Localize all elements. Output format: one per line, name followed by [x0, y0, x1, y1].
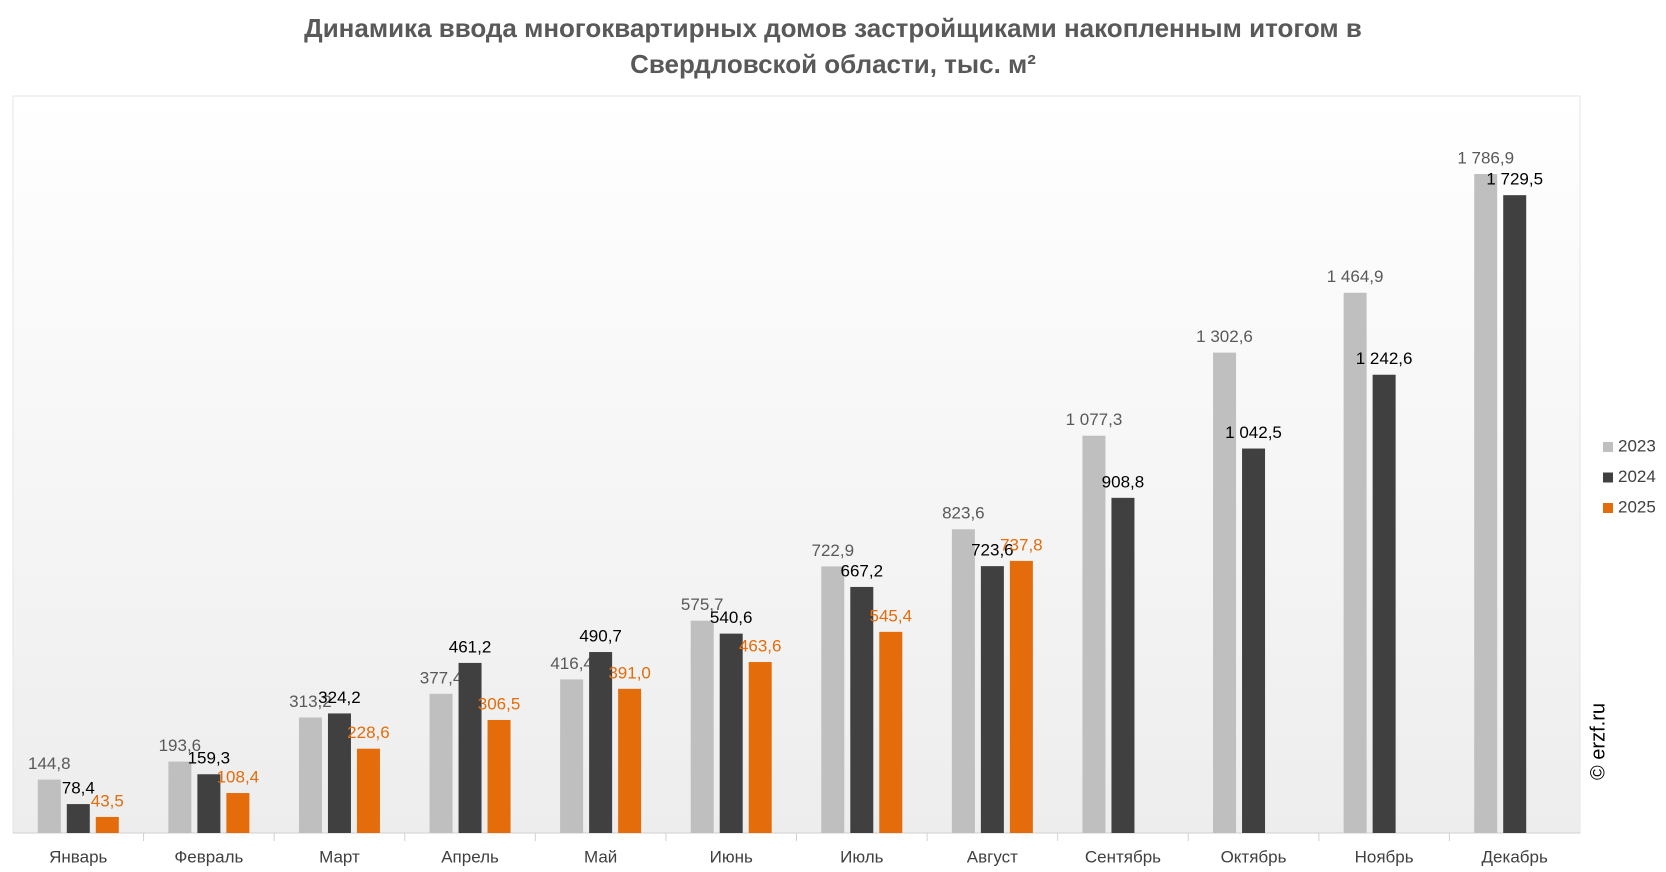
value-label: 391,0 [608, 663, 651, 682]
chart-title: Динамика ввода многоквартирных домов зас… [304, 13, 1362, 79]
value-label: 490,7 [579, 627, 622, 646]
value-label: 1 042,5 [1225, 423, 1282, 442]
x-tick-label: Март [319, 847, 360, 866]
bar [1503, 195, 1527, 834]
bar [226, 793, 250, 833]
bar [719, 633, 743, 833]
bar [618, 688, 642, 833]
bar [356, 748, 380, 833]
value-label: 1 464,9 [1327, 267, 1384, 286]
bar [1213, 352, 1237, 833]
bar [197, 774, 221, 833]
x-tick-label: Декабрь [1482, 847, 1548, 866]
value-label: 823,6 [942, 504, 985, 523]
x-tick-label: Июль [840, 847, 884, 866]
x-tick-label: Февраль [174, 847, 243, 866]
value-label: 377,4 [420, 668, 463, 687]
bar [458, 662, 482, 833]
bar [690, 620, 714, 833]
value-label: 324,2 [318, 688, 361, 707]
value-label: 1 302,6 [1196, 327, 1253, 346]
value-label: 306,5 [478, 694, 521, 713]
x-tick-label: Ноябрь [1355, 847, 1414, 866]
bar [327, 713, 351, 833]
value-label: 78,4 [62, 779, 95, 798]
bar [66, 804, 90, 833]
bar [168, 761, 192, 833]
bar [1343, 292, 1367, 833]
bar [429, 693, 453, 833]
bar [1372, 374, 1396, 833]
x-tick-label: Июнь [710, 847, 753, 866]
x-tick-label: Август [967, 847, 1018, 866]
legend-swatch [1603, 472, 1613, 483]
value-label: 545,4 [870, 606, 913, 625]
x-tick-label: Май [584, 847, 617, 866]
value-label: 144,8 [28, 754, 71, 773]
bar [37, 779, 61, 833]
bar [1009, 560, 1033, 833]
x-tick-label: Сентябрь [1085, 847, 1161, 866]
legend-swatch [1603, 442, 1613, 452]
x-tick-label: Апрель [441, 847, 499, 866]
legend-swatch [1603, 503, 1613, 513]
bar [589, 652, 613, 833]
value-label: 540,6 [710, 608, 753, 627]
bar [879, 631, 903, 833]
value-label: 1 729,5 [1486, 170, 1543, 189]
watermark: © erzf.ru [1587, 703, 1609, 780]
value-label: 461,2 [449, 637, 492, 656]
legend-label: 2025 [1618, 497, 1656, 516]
x-tick-label: Октябрь [1221, 847, 1287, 866]
value-label: 737,8 [1000, 535, 1043, 554]
value-label: 667,2 [841, 561, 884, 580]
bar [821, 566, 845, 833]
value-label: 1 786,9 [1457, 148, 1514, 167]
legend-label: 2023 [1618, 436, 1656, 455]
bar [951, 529, 975, 833]
bar [560, 679, 584, 833]
value-label: 228,6 [347, 723, 390, 742]
bar [298, 717, 322, 833]
value-label: 159,3 [188, 749, 231, 768]
value-label: 908,8 [1102, 472, 1145, 491]
value-label: 722,9 [812, 541, 855, 560]
value-label: 416,4 [550, 654, 593, 673]
bar [1111, 497, 1135, 833]
bar [487, 719, 511, 833]
plot-area [12, 95, 1581, 834]
value-label: 313,2 [289, 692, 332, 711]
x-tick-label: Январь [49, 847, 107, 866]
bar [748, 662, 772, 833]
bar [95, 816, 119, 833]
value-label: 723,6 [971, 541, 1014, 560]
value-label: 1 242,6 [1356, 349, 1413, 368]
legend-label: 2024 [1618, 467, 1656, 486]
value-label: 1 077,3 [1066, 410, 1123, 429]
value-label: 108,4 [217, 768, 260, 787]
bar [850, 586, 874, 833]
value-label: 575,7 [681, 595, 724, 614]
bar [1082, 435, 1106, 833]
bar [1242, 448, 1266, 833]
bar [1474, 174, 1498, 833]
bar [980, 566, 1004, 833]
value-label: 193,6 [159, 736, 202, 755]
value-label: 463,6 [739, 637, 782, 656]
value-label: 43,5 [91, 791, 124, 810]
